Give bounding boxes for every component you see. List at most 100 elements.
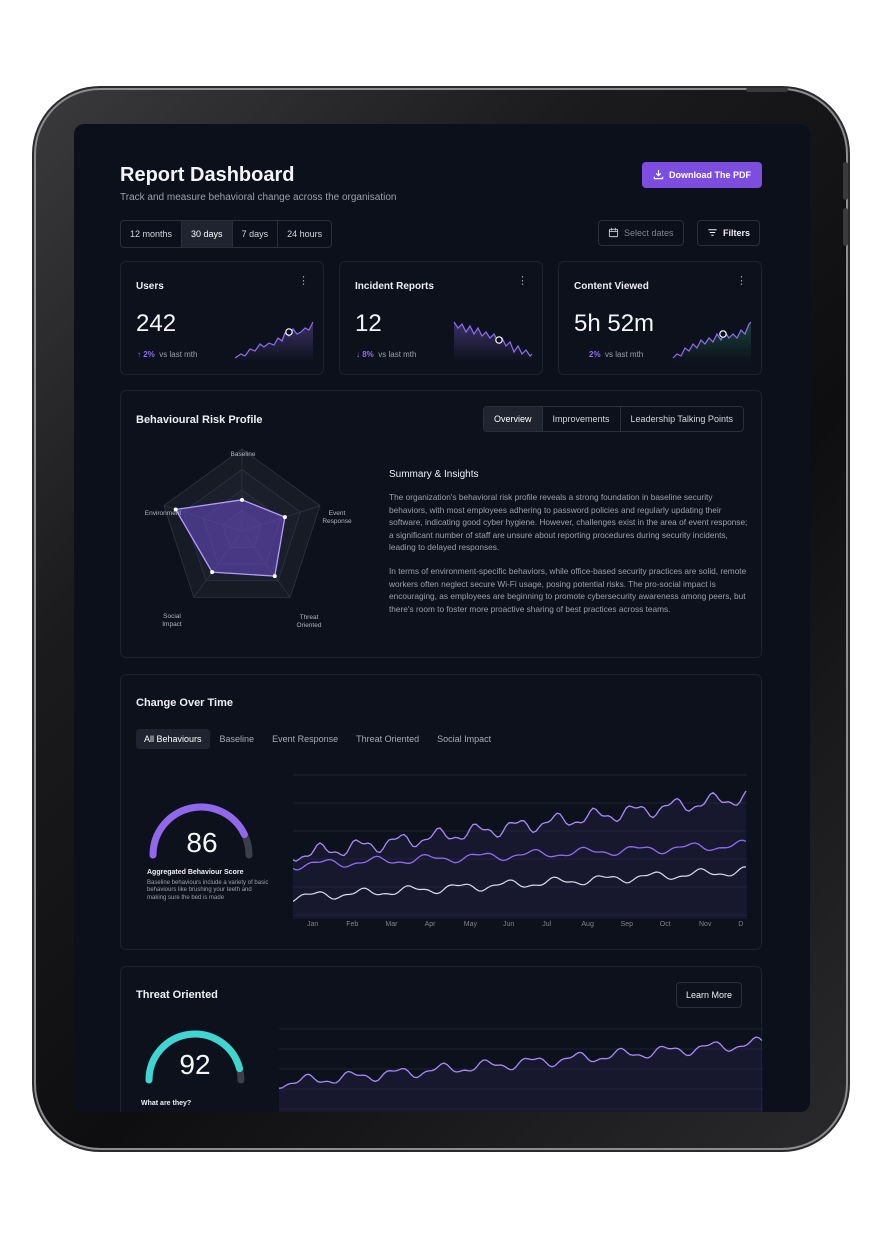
x-axis-month-label: Nov (699, 921, 712, 928)
x-axis-month-label: Jul (542, 921, 552, 928)
change-line-chart (293, 774, 747, 919)
kpi-delta-value: 2% (589, 350, 601, 359)
score-description: Baseline behaviours include a variety of… (147, 880, 269, 901)
tab-social-impact[interactable]: Social Impact (437, 734, 492, 744)
more-options-icon[interactable]: ⋮ (298, 275, 309, 287)
threat-question: What are they? (141, 1100, 192, 1107)
x-axis-month-label: May (463, 921, 478, 928)
radar-point (272, 574, 277, 579)
section-title: Threat Oriented (136, 989, 218, 1001)
section-title: Behavioural Risk Profile (136, 414, 263, 426)
arrow-up-icon: ↑ (137, 350, 141, 359)
section-title: Change Over Time (136, 697, 233, 709)
kpi-sparkline (672, 321, 752, 362)
x-axis-month-label: Sep (620, 921, 634, 928)
calendar-icon (608, 227, 619, 240)
range-tab-30-days[interactable]: 30 days (182, 221, 233, 247)
kpi-title: Content Viewed (574, 281, 649, 292)
radar-point (240, 497, 244, 502)
risk-tabs: Overview Improvements Leadership Talking… (483, 406, 744, 432)
tab-improvements[interactable]: Improvements (543, 407, 621, 431)
x-axis-month-label: Feb (346, 921, 359, 928)
time-range-selector: 12 months 30 days 7 days 24 hours (120, 220, 333, 248)
kpi-value: 5h 52m (574, 310, 655, 337)
radar-axis-label-social-impact: Social Impact (162, 613, 182, 628)
filter-icon (707, 227, 718, 240)
summary-paragraph-2: In terms of environment-specific behavio… (389, 566, 747, 614)
summary-title: Summary & Insights (389, 469, 479, 480)
download-icon (653, 169, 664, 182)
radar-area (174, 499, 286, 577)
kpi-delta: ↑ 2% vs last mth (137, 350, 197, 359)
tab-leadership-talking-points[interactable]: Leadership Talking Points (630, 414, 733, 424)
kpi-delta-value: 2% (143, 350, 155, 359)
x-axis-month-label: Jan (307, 921, 319, 928)
x-axis-month-label: Jun (503, 921, 515, 928)
kpi-title: Users (136, 281, 164, 292)
arrow-down-icon: ↓ (356, 350, 360, 359)
threat-line-chart (279, 1028, 763, 1112)
summary-paragraph-1: The organization's behavioral risk profi… (389, 492, 748, 553)
tablet-volume-button (843, 162, 848, 200)
behaviour-tabs: All Behaviours Baseline Event Response T… (136, 729, 499, 749)
radar-point (210, 570, 215, 575)
radar-point (173, 507, 178, 512)
page-title: Report Dashboard (120, 164, 295, 186)
tab-event-response[interactable]: Event Response (272, 734, 339, 744)
radar-chart (163, 448, 321, 598)
score-value: 86 (186, 827, 218, 858)
score-label: Aggregated Behaviour Score (147, 869, 244, 876)
tab-threat-oriented[interactable]: Threat Oriented (356, 734, 420, 744)
range-tab-12-months[interactable]: 12 months (121, 221, 183, 247)
tablet-volume-button-2 (843, 208, 848, 246)
range-tab-7-days[interactable]: 7 days (233, 221, 279, 247)
kpi-delta: 2% vs last mth (589, 350, 643, 359)
kpi-delta-note: vs last mth (605, 350, 644, 359)
range-tab-24-hours[interactable]: 24 hours (287, 229, 323, 239)
radar-point (282, 515, 287, 520)
tab-all-behaviours[interactable]: All Behaviours (136, 729, 210, 749)
more-options-icon[interactable]: ⋮ (517, 275, 528, 287)
risk-profile-card: Behavioural Risk Profile Overview Improv… (120, 390, 762, 658)
kpi-card-incident-reports: Incident Reports ⋮ 12 ↓ 8% vs last mth (339, 261, 543, 375)
filters-label: Filters (723, 228, 751, 238)
tab-overview[interactable]: Overview (484, 407, 543, 431)
x-axis-months: Jan Feb Mar Apr May Jun Jul Aug Sep Oct Nov D (293, 921, 749, 931)
kpi-card-content-viewed: Content Viewed ⋮ 5h 52m 2% vs last mth (558, 261, 762, 375)
kpi-delta-note: vs last mth (159, 350, 198, 359)
x-axis-month-label: Mar (385, 921, 398, 928)
download-pdf-button[interactable]: Download The PDF (642, 162, 762, 188)
kpi-delta-value: 8% (362, 350, 374, 359)
radar-axis-label-threat-oriented: Threat Oriented (296, 614, 322, 629)
radar-axis-label-environment: Environment (144, 510, 182, 517)
threat-score-value: 92 (179, 1049, 211, 1080)
learn-more-button[interactable]: Learn More (676, 982, 743, 1008)
kpi-delta-note: vs last mth (378, 350, 417, 359)
filters-button[interactable]: Filters (697, 220, 761, 246)
page-subtitle: Track and measure behavioral change acro… (120, 192, 397, 203)
tablet-power-button (746, 88, 788, 92)
kpi-delta: ↓ 8% vs last mth (356, 350, 416, 359)
select-dates-button[interactable]: Select dates (598, 220, 684, 246)
kpi-value: 12 (355, 310, 382, 337)
kpi-sparkline (453, 321, 533, 362)
x-axis-month-label: Apr (424, 921, 436, 928)
download-pdf-label: Download The PDF (669, 170, 751, 180)
select-dates-label: Select dates (624, 228, 674, 238)
score-gauge (149, 803, 253, 859)
x-axis-month-label: Oct (659, 921, 671, 928)
kpi-sparkline (234, 321, 314, 362)
app-screen: Report Dashboard Track and measure behav… (74, 124, 810, 1112)
x-axis-month-label: Aug (581, 921, 594, 928)
kpi-value: 242 (136, 310, 177, 337)
kpi-card-users: Users ⋮ 242 ↑ 2% vs last mth (120, 261, 324, 375)
threat-oriented-card: Threat Oriented Learn More 92 What are t… (120, 966, 763, 1112)
change-over-time-card: Change Over Time All Behaviours Baseline… (120, 674, 762, 950)
x-axis-month-label: D (738, 921, 744, 928)
radar-axis-label-baseline: Baseline (230, 451, 256, 458)
kpi-title: Incident Reports (355, 281, 434, 292)
threat-score-gauge (145, 1030, 245, 1084)
more-options-icon[interactable]: ⋮ (736, 275, 747, 287)
radar-axis-label-event-response: Event Response (322, 510, 352, 525)
tab-baseline[interactable]: Baseline (219, 734, 255, 744)
